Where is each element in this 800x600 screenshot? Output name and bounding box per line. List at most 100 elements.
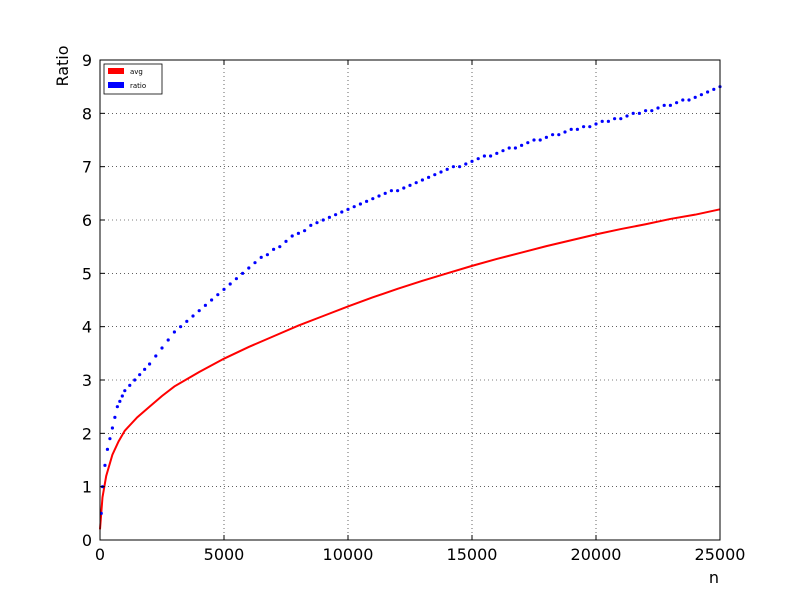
ratio-point xyxy=(594,122,598,126)
ratio-point xyxy=(148,362,152,366)
ratio-point xyxy=(482,154,486,158)
ratio-point xyxy=(327,215,331,219)
ratio-point xyxy=(532,138,536,142)
y-tick-label: 0 xyxy=(82,531,92,550)
ratio-point xyxy=(303,229,307,233)
legend-swatch-ratio xyxy=(108,82,124,88)
ratio-point xyxy=(582,125,586,129)
ratio-point xyxy=(259,255,263,259)
ratio-point xyxy=(108,437,112,441)
ratio-point xyxy=(309,223,313,227)
axis-ticks: 0 5000 10000 15000 20000 25000 0 1 2 3 4 5 6 7 8 9 xyxy=(82,51,746,564)
ratio-point xyxy=(588,125,592,129)
ratio-point xyxy=(172,330,176,334)
ratio-point xyxy=(234,277,238,281)
ratio-point xyxy=(625,114,629,118)
ratio-point xyxy=(185,319,189,323)
ratio-point xyxy=(160,346,164,350)
avg-series xyxy=(99,208,721,530)
ratio-point xyxy=(253,261,257,265)
ratio-point xyxy=(427,175,431,179)
ratio-point xyxy=(365,199,369,203)
ratio-point xyxy=(513,146,518,150)
ratio-point xyxy=(383,191,387,195)
ratio-point xyxy=(712,87,716,91)
ratio-point xyxy=(265,253,269,257)
ratio-point xyxy=(445,167,449,171)
ratio-point xyxy=(668,103,673,107)
ratio-point xyxy=(433,173,437,177)
ratio-point xyxy=(613,117,617,121)
ratio-point xyxy=(110,426,114,430)
ratio-point xyxy=(575,127,580,131)
ratio-point xyxy=(120,394,124,398)
legend-swatch-avg xyxy=(108,68,124,74)
ratio-point xyxy=(191,314,195,318)
legend-label-avg: avg xyxy=(130,68,143,76)
ratio-point xyxy=(340,210,344,214)
ratio-point xyxy=(606,119,611,123)
ratio-point xyxy=(296,231,300,235)
ratio-point xyxy=(637,111,642,115)
ratio-point xyxy=(644,109,648,113)
ratio-point xyxy=(334,213,338,217)
ratio-point xyxy=(420,178,424,182)
y-tick-label: 7 xyxy=(82,158,92,177)
ratio-point xyxy=(284,239,288,243)
x-tick-label: 25000 xyxy=(695,545,746,564)
ratio-point xyxy=(439,170,443,174)
ratio-point xyxy=(544,135,549,139)
x-tick-label: 15000 xyxy=(447,545,498,564)
ratio-point xyxy=(706,90,710,94)
ratio-point xyxy=(143,367,147,371)
ratio-point xyxy=(681,98,685,102)
y-tick-label: 2 xyxy=(82,424,92,443)
ratio-point xyxy=(675,101,679,105)
ratio-point xyxy=(103,463,107,467)
ratio-point xyxy=(118,399,122,403)
ratio-point xyxy=(520,143,524,147)
ratio-point xyxy=(650,109,654,113)
ratio-point xyxy=(489,154,493,158)
ratio-point xyxy=(569,127,573,131)
ratio-point xyxy=(495,151,499,155)
ratio-point xyxy=(501,149,505,153)
ratio-point xyxy=(321,218,325,222)
ratio-point xyxy=(464,162,468,166)
ratio-point xyxy=(408,183,412,187)
ratio-point xyxy=(551,133,555,137)
y-axis-label: Ratio xyxy=(53,45,72,86)
y-tick-label: 8 xyxy=(82,104,92,123)
ratio-point xyxy=(526,141,530,145)
ratio-point xyxy=(315,221,319,225)
ratio-point xyxy=(352,205,356,209)
y-tick-label: 4 xyxy=(82,318,92,337)
ratio-point xyxy=(402,186,406,190)
x-tick-label: 10000 xyxy=(323,545,374,564)
ratio-point xyxy=(377,194,381,198)
ratio-point xyxy=(115,405,119,409)
ratio-point xyxy=(451,165,455,169)
ratio-point xyxy=(113,415,117,419)
plot-frame xyxy=(99,59,721,541)
ratio-point xyxy=(687,98,691,102)
ratio-point xyxy=(656,106,660,110)
ratio-point xyxy=(216,293,220,297)
ratio-point xyxy=(396,189,400,193)
ratio-point xyxy=(179,325,183,329)
avg-line xyxy=(99,208,721,530)
y-tick-label: 3 xyxy=(82,371,92,390)
y-tick-label: 5 xyxy=(82,264,92,283)
ratio-point xyxy=(154,354,158,358)
plot-background xyxy=(100,60,720,540)
ratio-point xyxy=(203,303,207,307)
y-tick-label: 9 xyxy=(82,51,92,70)
ratio-point xyxy=(123,389,127,393)
ratio-point xyxy=(371,197,375,201)
ratio-point xyxy=(538,138,542,142)
y-tick-label: 1 xyxy=(82,478,92,497)
ratio-point xyxy=(197,309,201,313)
ratio-point xyxy=(290,234,294,238)
ratio-point xyxy=(699,93,704,97)
ratio-point xyxy=(507,146,511,150)
